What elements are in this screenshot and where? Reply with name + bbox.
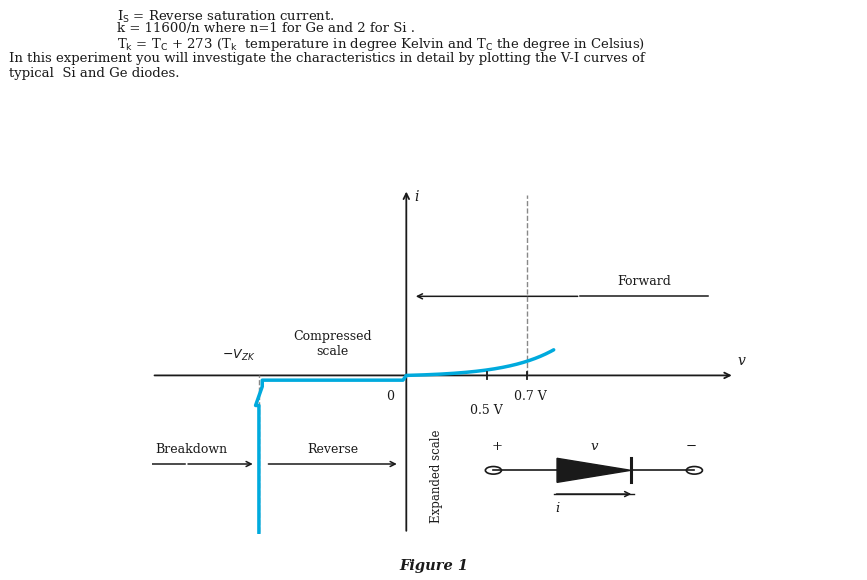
Text: i: i bbox=[414, 190, 419, 204]
Text: −: − bbox=[686, 440, 696, 453]
Text: Breakdown: Breakdown bbox=[155, 443, 227, 456]
Text: v: v bbox=[738, 353, 746, 368]
Text: $-V_{ZK}$: $-V_{ZK}$ bbox=[222, 349, 256, 364]
Text: i: i bbox=[555, 502, 559, 515]
Text: Compressed
scale: Compressed scale bbox=[293, 330, 372, 358]
Text: Expanded scale: Expanded scale bbox=[430, 430, 443, 523]
Text: Reverse: Reverse bbox=[307, 443, 358, 456]
Text: k = 11600/n where n=1 for Ge and 2 for Si .: k = 11600/n where n=1 for Ge and 2 for S… bbox=[117, 22, 415, 35]
Text: v: v bbox=[590, 440, 597, 453]
Text: T$_\mathrm{k}$ = T$_\mathrm{C}$ + 273 (T$_\mathrm{k}$  temperature in degree Kel: T$_\mathrm{k}$ = T$_\mathrm{C}$ + 273 (T… bbox=[117, 36, 645, 53]
Polygon shape bbox=[557, 458, 630, 483]
Text: typical  Si and Ge diodes.: typical Si and Ge diodes. bbox=[9, 67, 179, 79]
Text: Figure 1: Figure 1 bbox=[399, 559, 468, 573]
Text: 0.5 V: 0.5 V bbox=[470, 404, 503, 417]
Text: In this experiment you will investigate the characteristics in detail by plottin: In this experiment you will investigate … bbox=[9, 52, 644, 65]
Text: 0.7 V: 0.7 V bbox=[514, 390, 546, 403]
Text: I$_\mathrm{S}$ = Reverse saturation current.: I$_\mathrm{S}$ = Reverse saturation curr… bbox=[117, 9, 335, 25]
Text: 0: 0 bbox=[387, 390, 394, 403]
Text: Forward: Forward bbox=[617, 276, 671, 288]
Text: +: + bbox=[492, 440, 502, 453]
